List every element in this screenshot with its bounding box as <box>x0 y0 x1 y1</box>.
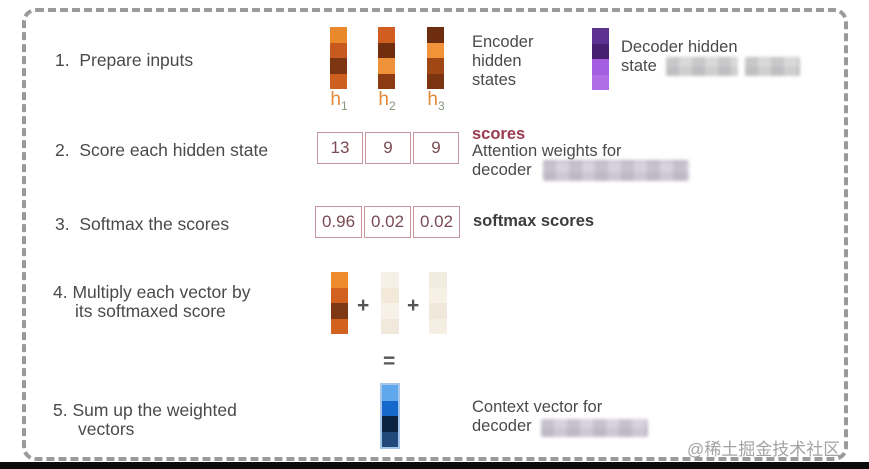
step-5-label-line1: 5. Sum up the weighted <box>53 400 237 420</box>
censored-text-blur <box>666 57 738 76</box>
encoder-hidden-state-bar-1 <box>330 27 347 89</box>
softmax-scores-box: 0.96 0.02 0.02 <box>315 206 460 238</box>
encoder-bar-label-h2: h2 <box>378 89 396 113</box>
step-3-label: 3. Softmax the scores <box>55 214 230 234</box>
censored-text-blur <box>745 57 800 76</box>
attention-caption-line1: Attention weights for <box>472 142 622 160</box>
encoder-bar-label-h3: h3 <box>427 89 445 113</box>
equals-operator: = <box>383 350 396 373</box>
score-value-1: 13 <box>317 132 363 164</box>
softmax-value-1: 0.96 <box>315 206 362 238</box>
step-4-label-line1: 4. Multiply each vector by <box>53 282 251 302</box>
scores-heading: scores <box>472 125 526 143</box>
bottom-edge-strip <box>0 462 869 469</box>
dashed-frame <box>22 8 848 461</box>
censored-text-blur <box>543 160 689 181</box>
encoder-hidden-state-bar-2 <box>378 27 395 89</box>
plus-operator-2: + <box>407 294 420 317</box>
weighted-vector-bar-1 <box>331 272 348 334</box>
softmax-value-3: 0.02 <box>413 206 460 238</box>
weighted-vector-bar-2 <box>381 272 399 334</box>
softmax-caption: softmax scores <box>473 212 595 230</box>
decoder-caption-line2: state <box>621 57 657 75</box>
step-2-label: 2. Score each hidden state <box>55 140 269 160</box>
encoder-caption-line1: Encoder <box>472 33 534 51</box>
step-5-label-line2: vectors <box>78 419 135 439</box>
encoder-caption-line3: states <box>472 71 517 89</box>
score-value-3: 9 <box>413 132 459 164</box>
attention-scores-box: 13 9 9 <box>317 132 459 164</box>
softmax-value-2: 0.02 <box>364 206 411 238</box>
context-caption-line2: decoder <box>472 417 532 435</box>
step-1-label: 1. Prepare inputs <box>55 50 194 70</box>
encoder-hidden-state-bar-3 <box>427 27 444 89</box>
step-4-label-line2: its softmaxed score <box>75 301 226 321</box>
context-caption-line1: Context vector for <box>472 398 603 416</box>
decoder-caption-line1: Decoder hidden <box>621 38 738 56</box>
plus-operator-1: + <box>357 294 370 317</box>
censored-text-blur <box>541 419 648 437</box>
context-vector-bar <box>380 383 400 449</box>
score-value-2: 9 <box>365 132 411 164</box>
encoder-caption-line2: hidden <box>472 52 522 70</box>
decoder-hidden-state-bar <box>592 28 609 90</box>
watermark: @稀土掘金技术社区 <box>687 440 841 459</box>
attention-caption-line2: decoder <box>472 161 532 179</box>
encoder-bar-label-h1: h1 <box>330 89 348 113</box>
weighted-vector-bar-3 <box>429 272 447 334</box>
